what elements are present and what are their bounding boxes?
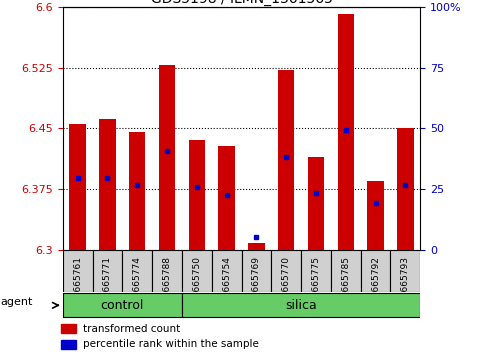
FancyBboxPatch shape [122, 250, 152, 292]
Text: GSM665785: GSM665785 [341, 256, 350, 311]
Text: agent: agent [0, 297, 32, 307]
Text: GSM665769: GSM665769 [252, 256, 261, 311]
FancyBboxPatch shape [301, 250, 331, 292]
Bar [248, 243, 265, 250]
Bar [129, 132, 145, 250]
FancyBboxPatch shape [152, 250, 182, 292]
FancyBboxPatch shape [182, 293, 420, 317]
FancyBboxPatch shape [93, 250, 122, 292]
Title: GDS5198 / ILMN_1361565: GDS5198 / ILMN_1361565 [151, 0, 332, 6]
FancyBboxPatch shape [182, 250, 212, 292]
Text: silica: silica [285, 299, 317, 312]
FancyBboxPatch shape [271, 250, 301, 292]
FancyBboxPatch shape [63, 293, 182, 317]
Text: GSM665771: GSM665771 [103, 256, 112, 311]
Text: GSM665761: GSM665761 [73, 256, 82, 311]
Bar [397, 128, 413, 250]
FancyBboxPatch shape [63, 250, 93, 292]
FancyBboxPatch shape [361, 250, 390, 292]
FancyBboxPatch shape [390, 250, 420, 292]
Bar [61, 324, 76, 333]
FancyBboxPatch shape [212, 250, 242, 292]
Bar [99, 119, 115, 250]
Text: GSM665774: GSM665774 [133, 256, 142, 311]
Bar [70, 124, 86, 250]
Text: GSM665775: GSM665775 [312, 256, 320, 311]
Bar [189, 141, 205, 250]
Text: GSM665793: GSM665793 [401, 256, 410, 311]
Text: GSM665770: GSM665770 [282, 256, 291, 311]
Bar [278, 70, 294, 250]
Text: transformed count: transformed count [83, 324, 181, 333]
Bar [368, 181, 384, 250]
Bar [159, 65, 175, 250]
Text: GSM665750: GSM665750 [192, 256, 201, 311]
Text: GSM665788: GSM665788 [163, 256, 171, 311]
Text: GSM665754: GSM665754 [222, 256, 231, 311]
FancyBboxPatch shape [331, 250, 361, 292]
Bar [218, 146, 235, 250]
Text: percentile rank within the sample: percentile rank within the sample [83, 339, 259, 349]
FancyBboxPatch shape [242, 250, 271, 292]
Bar [338, 13, 354, 250]
Text: control: control [100, 299, 144, 312]
Bar [308, 156, 324, 250]
Text: GSM665792: GSM665792 [371, 256, 380, 311]
Bar [61, 340, 76, 349]
